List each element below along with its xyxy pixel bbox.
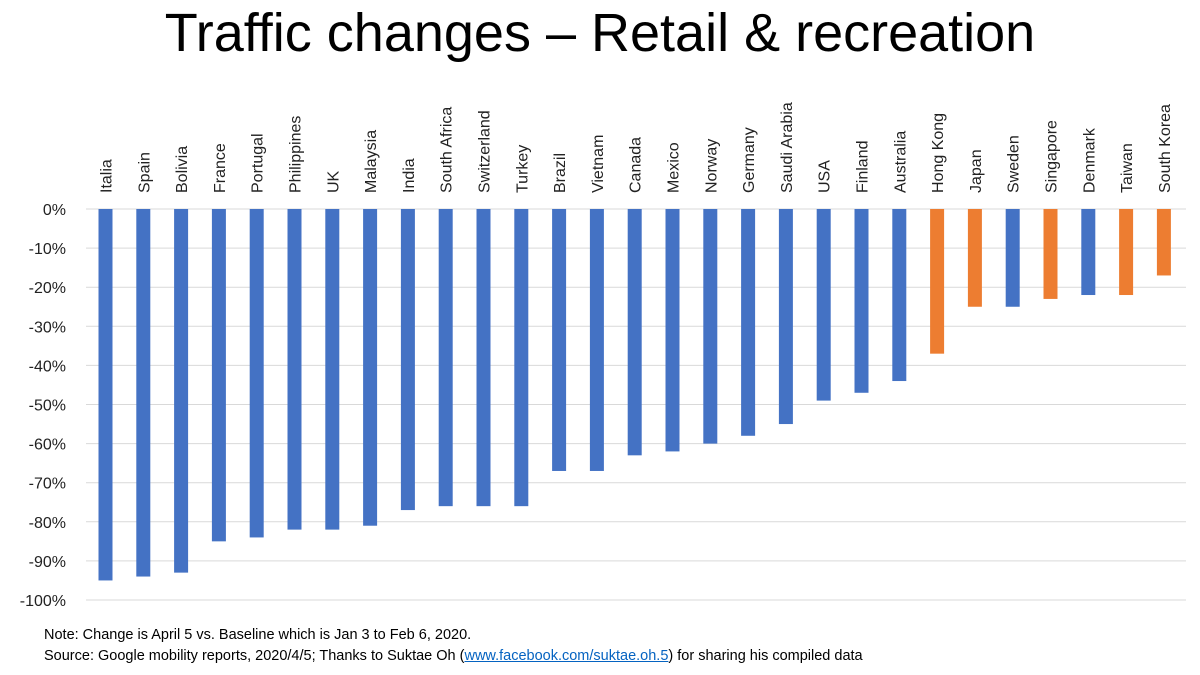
category-label: Hong Kong <box>930 113 947 193</box>
category-label: South Korea <box>1157 104 1174 193</box>
y-tick-label: -80% <box>29 515 66 532</box>
category-label: South Africa <box>439 107 456 193</box>
category-label: Canada <box>628 137 645 193</box>
bar-turkey <box>514 209 529 507</box>
note-line: Note: Change is April 5 vs. Baseline whi… <box>44 627 472 643</box>
bar-japan <box>967 209 982 307</box>
bar-canada <box>627 209 642 456</box>
facebook-link[interactable]: www.facebook.com/suktae.oh.5 <box>464 648 669 664</box>
y-tick-label: -90% <box>29 554 66 571</box>
bar-denmark <box>1081 209 1096 296</box>
bar-portugal <box>249 209 264 538</box>
category-label: Singapore <box>1044 120 1061 193</box>
y-tick-label: -50% <box>29 398 66 415</box>
bar-sweden <box>1005 209 1020 307</box>
bar-taiwan <box>1119 209 1134 296</box>
category-label: Australia <box>892 131 909 193</box>
category-label: Finland <box>855 141 872 193</box>
bar-south-africa <box>438 209 453 507</box>
category-label: Japan <box>968 149 985 193</box>
bar-finland <box>854 209 869 393</box>
category-label: Malaysia <box>363 130 380 193</box>
category-label: Brazil <box>552 153 569 193</box>
bar-chart: 0% -10% -20% -30% -40% -50% -60% -70% -80% -90% -1… <box>20 102 1186 610</box>
bar-malaysia <box>363 209 378 526</box>
bar-vietnam <box>589 209 604 471</box>
category-label: Mexico <box>666 142 683 193</box>
category-label: Spain <box>136 152 153 193</box>
category-label: Germany <box>741 127 758 193</box>
category-labels: Italia Spain Bolivia France Portugal Philippi… <box>99 102 1174 193</box>
source-prefix: Source: Google mobility reports, 2020/4/… <box>44 648 465 664</box>
y-tick-label: -10% <box>29 241 66 258</box>
y-axis-tick-labels: 0% -10% -20% -30% -40% -50% -60% -70% -80% -90% -1… <box>20 202 66 610</box>
category-label: Norway <box>703 139 720 193</box>
category-label: Taiwan <box>1119 143 1136 193</box>
bar-australia <box>892 209 907 382</box>
bar-germany <box>741 209 756 436</box>
category-label: Portugal <box>250 133 267 193</box>
bar-norway <box>703 209 718 444</box>
bar-uk <box>325 209 340 530</box>
category-label: Saudi Arabia <box>779 102 796 193</box>
y-tick-label: -70% <box>29 476 66 493</box>
bar-bolivia <box>174 209 189 573</box>
bar-india <box>400 209 415 511</box>
category-label: UK <box>325 170 342 193</box>
category-label: France <box>212 143 229 193</box>
source-line: Source: Google mobility reports, 2020/4/… <box>44 646 863 667</box>
source-suffix: ) for sharing his compiled data <box>668 648 863 664</box>
footnotes: Note: Change is April 5 vs. Baseline whi… <box>44 625 863 667</box>
bar-saudi-arabia <box>778 209 793 425</box>
bar-france <box>211 209 226 542</box>
y-tick-label: -100% <box>20 593 66 610</box>
category-label: Philippines <box>288 116 305 193</box>
bar-usa <box>816 209 831 401</box>
bar-italia <box>98 209 113 581</box>
category-label: Denmark <box>1081 127 1098 193</box>
bar-brazil <box>552 209 567 471</box>
bar-philippines <box>287 209 302 530</box>
chart-title: Traffic changes – Retail & recreation <box>164 3 1036 63</box>
category-label: Turkey <box>514 145 531 193</box>
bar-switzerland <box>476 209 491 507</box>
bar-hong-kong <box>930 209 945 354</box>
category-label: Switzerland <box>477 110 494 193</box>
y-tick-label: -60% <box>29 437 66 454</box>
category-label: USA <box>817 160 834 193</box>
bars <box>98 209 1171 581</box>
y-tick-label: -40% <box>29 358 66 375</box>
y-tick-label: 0% <box>43 202 66 219</box>
category-label: Vietnam <box>590 135 607 193</box>
category-label: Sweden <box>1006 135 1023 193</box>
y-tick-label: -30% <box>29 319 66 336</box>
category-label: Italia <box>99 159 116 193</box>
bar-spain <box>136 209 151 577</box>
bar-mexico <box>665 209 680 452</box>
y-tick-label: -20% <box>29 280 66 297</box>
bar-singapore <box>1043 209 1058 299</box>
category-label: Bolivia <box>174 146 191 193</box>
bar-south-korea <box>1156 209 1171 276</box>
category-label: India <box>401 158 418 193</box>
